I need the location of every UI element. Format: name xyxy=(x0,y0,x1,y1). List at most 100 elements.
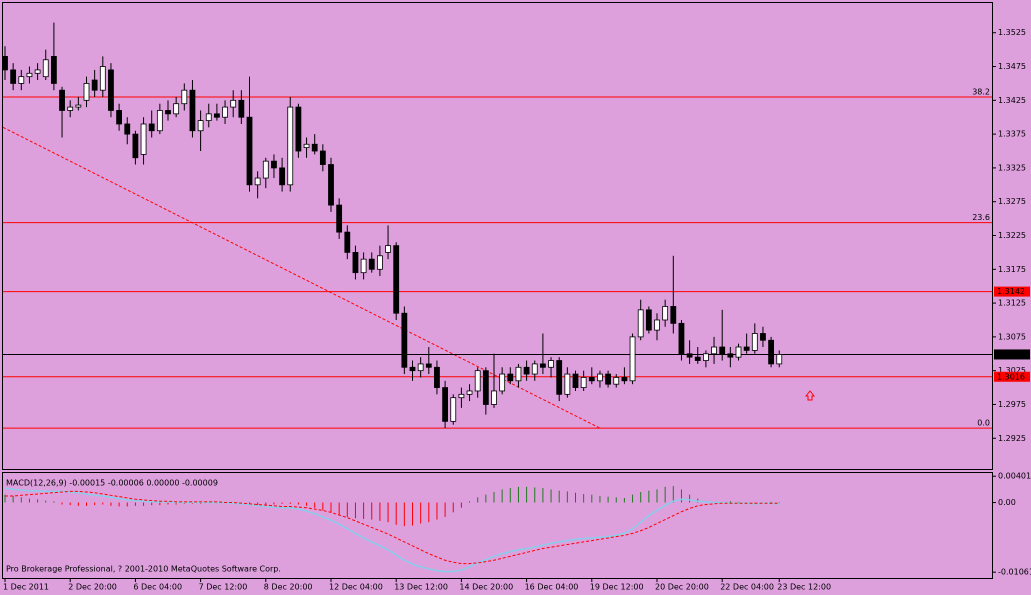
candle-body xyxy=(442,387,449,422)
candle-body xyxy=(629,336,636,382)
candle-body xyxy=(344,231,351,253)
candle-body xyxy=(491,390,497,405)
macd-tick-label: -0.01061 xyxy=(998,568,1031,577)
arrow-icon xyxy=(804,390,816,401)
y-tick-label: 1.3475 xyxy=(998,62,1026,71)
x-tick-label: 6 Dec 04:00 xyxy=(133,583,182,592)
candle-body xyxy=(230,99,237,108)
y-tick-label: 1.3225 xyxy=(998,231,1026,240)
x-tick-label: 1 Dec 2011 xyxy=(3,583,49,592)
candle-body xyxy=(205,113,212,122)
candle-body xyxy=(148,123,155,132)
candle-body xyxy=(482,370,489,405)
macd-tick-label: 0.00401 xyxy=(998,472,1031,481)
candle-body xyxy=(727,353,734,358)
candle-body xyxy=(711,346,717,355)
candle-body xyxy=(760,333,766,341)
candle-body xyxy=(328,164,334,206)
candle-body xyxy=(409,366,416,372)
x-tick-label: 20 Dec 20:00 xyxy=(655,583,709,592)
candle-body xyxy=(238,99,245,118)
candle-body xyxy=(173,103,180,115)
candle-body xyxy=(686,353,693,358)
candle-body xyxy=(393,245,400,314)
candle-body xyxy=(743,346,750,351)
candle-body xyxy=(735,346,742,358)
candle-body xyxy=(271,160,277,169)
candle-body xyxy=(376,255,383,270)
price-box xyxy=(994,349,1030,360)
candle-body xyxy=(531,363,538,375)
candle-body xyxy=(637,309,644,338)
candle-body xyxy=(262,160,269,179)
candle-body xyxy=(434,366,440,388)
candle-body xyxy=(319,150,326,165)
x-tick-label: 13 Dec 12:00 xyxy=(394,583,448,592)
candle-body xyxy=(703,353,709,361)
candle-body xyxy=(67,106,74,111)
candle-body xyxy=(662,306,669,321)
candle-body xyxy=(51,55,57,84)
candle-body xyxy=(75,104,82,108)
macd-main xyxy=(4,487,780,573)
price-label: 1.3016 xyxy=(997,372,1025,381)
candle-body xyxy=(254,177,261,186)
candle-body xyxy=(336,204,343,233)
y-tick-label: 1.3075 xyxy=(998,332,1026,341)
candle-body xyxy=(132,133,139,159)
fib-label: 38.2 xyxy=(972,87,990,96)
price-label: 1.3049 xyxy=(997,350,1025,359)
candle-body xyxy=(564,373,571,395)
candle-body xyxy=(18,76,25,84)
candle-body xyxy=(189,89,196,132)
x-tick-label: 2 Dec 20:00 xyxy=(68,583,117,592)
y-tick-label: 1.3275 xyxy=(998,197,1026,206)
candle-body xyxy=(352,251,359,274)
candle-body xyxy=(515,366,522,382)
candle-body xyxy=(751,333,758,351)
candle-body xyxy=(279,167,286,186)
fib-label: 23.6 xyxy=(972,213,990,222)
candle-body xyxy=(645,309,652,331)
candle-body xyxy=(450,397,457,422)
candle-body xyxy=(654,319,660,331)
y-tick-label: 1.2925 xyxy=(998,434,1026,443)
fib-label: 0.0 xyxy=(977,419,990,428)
candle-body xyxy=(213,113,220,118)
x-tick-label: 19 Dec 12:00 xyxy=(590,583,644,592)
candle-body xyxy=(124,123,131,135)
y-tick-label: 1.3175 xyxy=(998,265,1026,274)
candle-body xyxy=(385,245,391,253)
x-tick-label: 22 Dec 04:00 xyxy=(720,583,774,592)
candle-body xyxy=(303,143,310,149)
candle-body xyxy=(523,366,530,375)
candle-body xyxy=(222,106,228,118)
candle-body xyxy=(140,123,147,155)
candle-body xyxy=(311,143,318,152)
candle-body xyxy=(108,69,114,111)
candle-body xyxy=(768,339,774,365)
candle-body xyxy=(474,370,481,392)
candle-body xyxy=(678,322,685,355)
candle-body xyxy=(548,360,554,368)
y-tick-label: 1.3125 xyxy=(998,299,1026,308)
candle-body xyxy=(401,312,408,368)
price-label: 1.3142 xyxy=(997,287,1025,296)
candle-body xyxy=(165,110,171,115)
candle-body xyxy=(613,377,620,385)
candle-body xyxy=(556,360,563,395)
candle-body xyxy=(719,346,726,355)
macd-tick-label: 0.00 xyxy=(998,498,1016,507)
price-box xyxy=(994,286,1030,297)
x-tick-label: 7 Dec 12:00 xyxy=(199,583,248,592)
candle-body xyxy=(694,356,701,361)
candle-body xyxy=(91,79,98,91)
candle-body xyxy=(425,363,432,368)
candle-body xyxy=(10,69,17,84)
candle-body xyxy=(197,120,204,132)
candle-body xyxy=(181,89,188,105)
y-tick-label: 1.2975 xyxy=(998,400,1026,409)
candle-body xyxy=(499,373,506,392)
